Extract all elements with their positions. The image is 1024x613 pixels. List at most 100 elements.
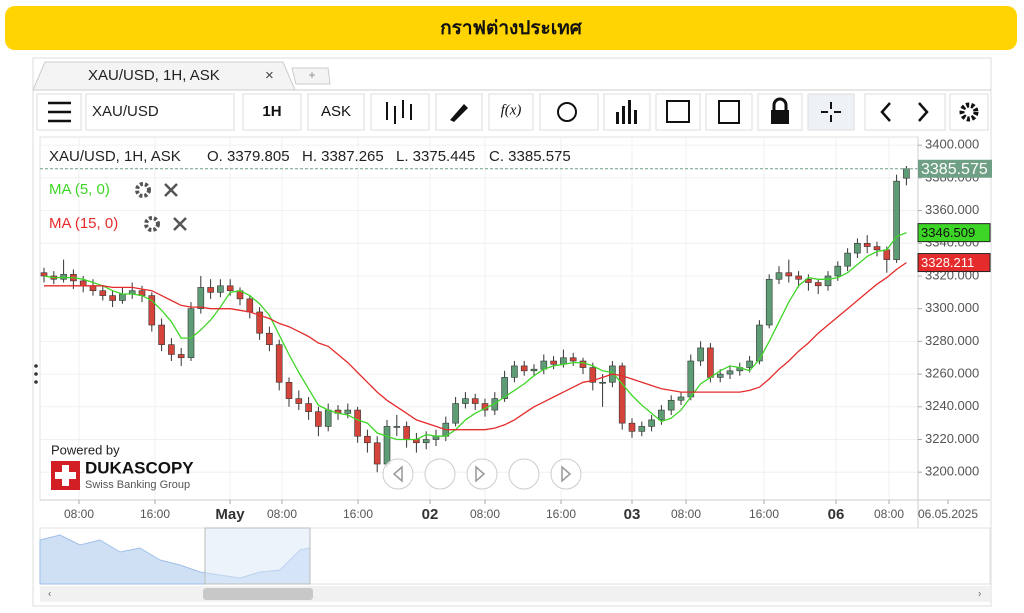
calendar-icon: [666, 100, 690, 123]
legend-remove[interactable]: [173, 217, 187, 231]
calendar-button[interactable]: [655, 93, 701, 131]
settings-button[interactable]: [949, 93, 989, 131]
candle-body: [197, 287, 205, 309]
scroll-right[interactable]: [550, 458, 582, 490]
candle-body: [452, 403, 459, 424]
zoom-out[interactable]: [424, 458, 456, 490]
zoom-in[interactable]: [508, 458, 540, 490]
candle-body: [246, 298, 254, 313]
candle-body: [462, 398, 469, 404]
powered-by: Powered by: [51, 442, 120, 457]
candle-body: [756, 324, 763, 362]
info-icon: [557, 102, 577, 122]
candle-body: [638, 426, 646, 432]
x-tick-label: 16:00: [749, 507, 779, 521]
y-tick-label: 3300.000: [925, 300, 979, 315]
nav-buttons[interactable]: [864, 93, 946, 131]
candle-body: [226, 285, 234, 292]
x-tick-label: 06: [828, 506, 845, 523]
header-title: กราฟต่างประเทศ: [440, 18, 583, 39]
tab-label: XAU/USD, 1H, ASK: [88, 67, 220, 84]
y-tick-label: 3200.000: [925, 464, 979, 479]
x-tick-label: 08:00: [267, 507, 297, 521]
scroll-left[interactable]: [382, 458, 414, 490]
candle-body: [854, 242, 861, 254]
x-tick-label: 03: [624, 506, 641, 523]
x-tick-label: 16:00: [140, 507, 170, 521]
navigator-window[interactable]: [204, 527, 311, 585]
symbol-select[interactable]: [85, 93, 235, 131]
price-tag-label: 3328.211: [921, 255, 974, 270]
candle-body: [628, 422, 636, 432]
candle-body: [109, 295, 116, 301]
candle-body: [89, 285, 97, 292]
x-tick-label: 08:00: [874, 507, 904, 521]
x-tick-label: 02: [422, 506, 439, 523]
candle-body: [785, 272, 793, 277]
candle-body: [344, 409, 352, 414]
candle-body: [775, 272, 783, 280]
side-select[interactable]: [307, 93, 365, 131]
y-tick-label: 3260.000: [925, 366, 979, 381]
header-bar: [5, 6, 1017, 50]
price-tag-label: 3385.575: [921, 161, 988, 178]
candle-body: [383, 426, 391, 465]
zoom-glyphs: [392, 465, 572, 483]
candle-body: [501, 377, 508, 399]
x-tick-label: 06.05.2025: [918, 507, 978, 521]
scroll-right-arrow[interactable]: ›: [978, 589, 981, 600]
candle-body: [511, 365, 518, 378]
info-close: C. 3385.575: [489, 148, 571, 165]
legend-settings[interactable]: [144, 216, 160, 232]
legend-settings[interactable]: [135, 182, 151, 198]
candle-body: [550, 360, 557, 365]
candle-body: [422, 439, 430, 444]
symbol: XAU/USD: [92, 103, 159, 120]
legend-remove[interactable]: [164, 183, 178, 197]
scroll-thumb[interactable]: [203, 588, 313, 600]
news-button[interactable]: [705, 93, 753, 131]
y-tick-label: 3360.000: [925, 202, 979, 217]
x-tick-label: 08:00: [470, 507, 500, 521]
side-handle[interactable]: [34, 364, 38, 384]
candle-body: [707, 347, 714, 378]
candle-body: [726, 370, 734, 375]
candle-body: [677, 396, 685, 401]
candle-body: [667, 399, 675, 411]
candle-body: [893, 180, 900, 260]
candle-body: [187, 308, 195, 359]
info-button[interactable]: [539, 93, 599, 131]
candle-body: [589, 367, 597, 383]
menu-icon: [48, 101, 71, 123]
x-tick-label: 08:00: [671, 507, 701, 521]
candle-body: [305, 403, 312, 413]
crosshair-button[interactable]: [807, 93, 855, 131]
tab-close[interactable]: ×: [265, 67, 274, 84]
y-tick-label: 3240.000: [925, 398, 979, 413]
period-select[interactable]: [242, 93, 302, 131]
new-tab[interactable]: [291, 67, 331, 85]
function-button[interactable]: [488, 93, 534, 131]
candle-body: [697, 347, 704, 362]
candle-body: [530, 368, 538, 372]
volume-button[interactable]: [603, 93, 651, 131]
candle-body: [266, 332, 273, 345]
candle-body: [403, 426, 410, 440]
scroll-left-arrow[interactable]: ‹: [48, 589, 51, 600]
chart-type-button[interactable]: [370, 93, 430, 131]
side: ASK: [321, 103, 351, 120]
candle-body: [217, 285, 224, 293]
zoom-controls: [382, 458, 582, 490]
candle-body: [324, 409, 332, 427]
brand-tagline: Swiss Banking Group: [85, 479, 190, 491]
price-tag: [918, 159, 992, 178]
scrollbar: [40, 586, 990, 602]
tab[interactable]: [32, 61, 296, 91]
news-icon: [718, 100, 740, 124]
info-open: O. 3379.805: [207, 148, 290, 165]
candle-body: [79, 280, 87, 287]
reset[interactable]: [466, 458, 498, 490]
period: 1H: [262, 103, 281, 120]
candle-body: [275, 344, 283, 383]
candle-body: [119, 293, 126, 301]
